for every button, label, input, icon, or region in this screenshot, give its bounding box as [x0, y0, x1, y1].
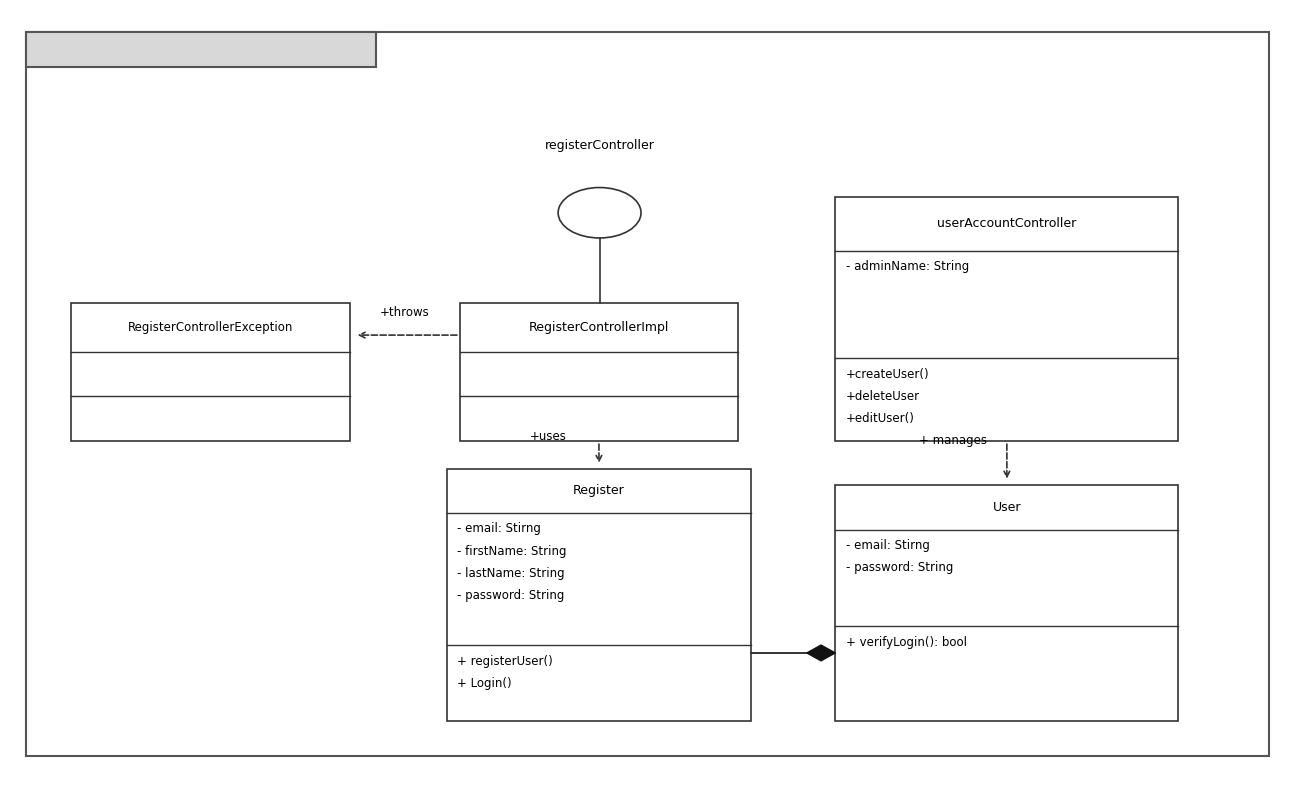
Text: - email: Stirng: - email: Stirng: [457, 522, 541, 535]
Text: - password: String: - password: String: [457, 589, 565, 601]
Text: + manages: + manages: [919, 434, 988, 448]
Polygon shape: [807, 645, 835, 661]
Text: +deleteUser: +deleteUser: [846, 390, 919, 403]
Text: - email: Stirng: - email: Stirng: [846, 539, 930, 552]
Text: +throws: +throws: [379, 307, 430, 319]
Text: +createUser(): +createUser(): [846, 368, 930, 381]
FancyBboxPatch shape: [835, 485, 1178, 721]
Text: + registerUser(): + registerUser(): [457, 655, 553, 667]
Text: RegisterControllerException: RegisterControllerException: [128, 321, 293, 334]
Text: - firstName: String: - firstName: String: [457, 545, 567, 557]
FancyBboxPatch shape: [460, 303, 738, 441]
Text: +editUser(): +editUser(): [846, 412, 914, 425]
FancyBboxPatch shape: [26, 32, 376, 67]
FancyBboxPatch shape: [447, 469, 751, 721]
FancyBboxPatch shape: [71, 303, 350, 441]
FancyBboxPatch shape: [835, 197, 1178, 441]
Text: - adminName: String: - adminName: String: [846, 260, 969, 273]
Text: RegisterControllerImpl: RegisterControllerImpl: [528, 321, 670, 334]
FancyBboxPatch shape: [26, 32, 1269, 756]
Text: User: User: [992, 500, 1022, 514]
Text: - password: String: - password: String: [846, 561, 953, 574]
Text: + Login(): + Login(): [457, 677, 512, 690]
Text: userAccountController: userAccountController: [938, 217, 1076, 230]
Text: Register: Register: [574, 485, 624, 497]
Text: - lastName: String: - lastName: String: [457, 567, 565, 579]
Text: registerController: registerController: [545, 139, 654, 152]
Text: +uses: +uses: [530, 430, 566, 443]
Text: + verifyLogin(): bool: + verifyLogin(): bool: [846, 636, 966, 649]
